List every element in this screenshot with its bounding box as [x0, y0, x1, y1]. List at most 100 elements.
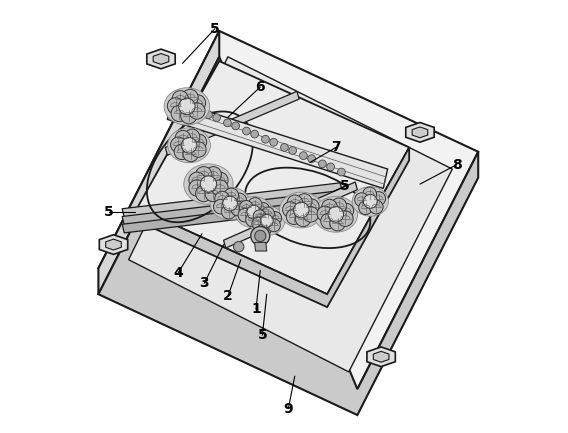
Text: 6: 6	[256, 80, 265, 94]
Ellipse shape	[314, 197, 358, 232]
Circle shape	[269, 211, 282, 224]
Ellipse shape	[210, 187, 250, 220]
Circle shape	[294, 202, 309, 218]
Circle shape	[214, 199, 228, 214]
Circle shape	[259, 222, 272, 235]
Circle shape	[212, 180, 228, 196]
Circle shape	[327, 163, 335, 171]
Circle shape	[189, 172, 205, 188]
Polygon shape	[254, 242, 267, 251]
Circle shape	[331, 198, 346, 213]
Circle shape	[261, 136, 269, 143]
Circle shape	[215, 191, 229, 206]
Circle shape	[250, 130, 258, 138]
Circle shape	[247, 205, 261, 219]
Circle shape	[189, 95, 206, 111]
Polygon shape	[137, 61, 409, 294]
Circle shape	[194, 106, 202, 113]
Circle shape	[175, 130, 191, 146]
Circle shape	[205, 167, 222, 183]
Circle shape	[371, 192, 386, 206]
Polygon shape	[373, 351, 389, 362]
Text: 2: 2	[223, 289, 233, 304]
Circle shape	[330, 215, 345, 231]
Ellipse shape	[352, 187, 389, 216]
Circle shape	[243, 127, 250, 135]
Circle shape	[179, 98, 195, 115]
Circle shape	[369, 200, 383, 214]
Circle shape	[239, 200, 253, 214]
Circle shape	[184, 129, 200, 145]
Text: 5: 5	[257, 328, 268, 342]
Circle shape	[328, 207, 344, 222]
Circle shape	[182, 89, 198, 106]
Polygon shape	[412, 127, 428, 138]
Polygon shape	[99, 235, 128, 255]
Polygon shape	[168, 100, 387, 188]
Circle shape	[231, 201, 245, 216]
Circle shape	[245, 213, 260, 227]
Circle shape	[308, 155, 315, 162]
Circle shape	[364, 194, 377, 208]
Circle shape	[253, 210, 266, 223]
Circle shape	[363, 187, 377, 201]
Circle shape	[224, 119, 231, 127]
Text: 8: 8	[452, 158, 462, 172]
Circle shape	[171, 105, 187, 122]
Ellipse shape	[164, 88, 210, 125]
Circle shape	[261, 207, 274, 220]
Circle shape	[321, 199, 337, 215]
Polygon shape	[406, 123, 434, 142]
Polygon shape	[128, 57, 452, 372]
Circle shape	[319, 160, 326, 168]
Circle shape	[252, 217, 265, 230]
Circle shape	[317, 206, 333, 222]
Polygon shape	[98, 31, 219, 294]
Circle shape	[256, 202, 269, 216]
Circle shape	[183, 146, 199, 162]
Ellipse shape	[235, 197, 273, 228]
Text: 5: 5	[340, 179, 349, 193]
Circle shape	[283, 202, 298, 217]
Circle shape	[205, 185, 222, 202]
Text: 9: 9	[283, 401, 293, 416]
Polygon shape	[147, 49, 175, 69]
Circle shape	[224, 188, 239, 203]
Polygon shape	[224, 182, 357, 248]
Circle shape	[195, 185, 212, 202]
Polygon shape	[137, 148, 409, 307]
Circle shape	[338, 203, 354, 219]
Circle shape	[270, 139, 278, 146]
Text: 1: 1	[251, 302, 261, 316]
Text: 4: 4	[173, 265, 183, 280]
Circle shape	[181, 138, 197, 153]
Circle shape	[354, 193, 369, 207]
Circle shape	[250, 226, 270, 246]
Ellipse shape	[184, 164, 233, 204]
Circle shape	[254, 210, 268, 224]
Polygon shape	[98, 31, 478, 389]
Ellipse shape	[168, 128, 210, 163]
Circle shape	[232, 193, 247, 208]
Circle shape	[359, 201, 373, 215]
Circle shape	[168, 98, 183, 114]
Circle shape	[213, 114, 220, 122]
Circle shape	[281, 144, 289, 151]
Polygon shape	[98, 57, 478, 415]
Circle shape	[181, 107, 197, 124]
Polygon shape	[122, 183, 343, 217]
Circle shape	[222, 204, 236, 219]
Circle shape	[201, 176, 216, 192]
Ellipse shape	[249, 206, 285, 236]
Circle shape	[321, 213, 336, 229]
Ellipse shape	[279, 192, 323, 228]
Circle shape	[254, 230, 266, 242]
Circle shape	[174, 144, 190, 160]
Circle shape	[191, 142, 206, 157]
Circle shape	[189, 103, 205, 119]
Polygon shape	[153, 54, 169, 65]
Circle shape	[303, 207, 319, 222]
Polygon shape	[106, 239, 122, 250]
Text: 3: 3	[199, 276, 209, 291]
Circle shape	[238, 208, 252, 222]
